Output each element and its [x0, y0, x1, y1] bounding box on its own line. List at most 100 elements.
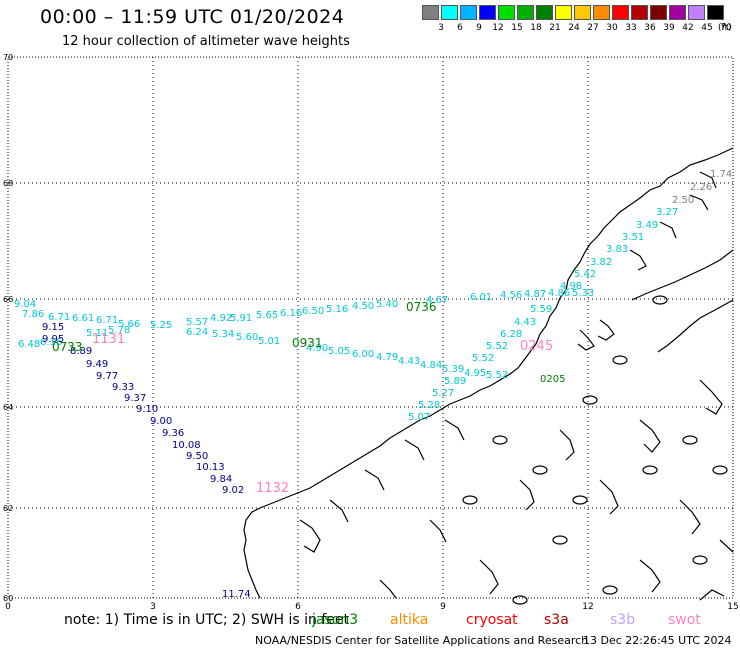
legend-swatch [669, 5, 686, 20]
upper-cyan-label: 6.01 [470, 292, 492, 303]
coast-track-label: 3.51 [622, 232, 644, 243]
upper-cyan-label: 4.87 [524, 289, 546, 300]
legend-swatch [479, 5, 496, 20]
lat-lon-grid [7, 56, 734, 599]
swot-times-label: 0245 [520, 339, 553, 354]
coastline-segment [699, 379, 723, 415]
navy-label: 9.15 [42, 322, 64, 333]
south-navy-label: 11.74 [222, 589, 251, 600]
lower-cyan-label: 5.05 [328, 346, 350, 357]
page-title: 00:00 – 11:59 UTC 01/20/2024 [40, 6, 345, 28]
legend-level-label: 18 [530, 23, 542, 33]
coastline-segment [519, 479, 535, 511]
navy-label: 9.84 [210, 474, 232, 485]
legend-level-label: 9 [476, 23, 482, 33]
legend-level-label: 24 [568, 23, 580, 33]
lower-cyan-label: 5.34 [212, 329, 234, 340]
axis-ticks: 0 3 6 9 12 15 70 68 66 64 62 60 [3, 53, 739, 612]
satellite-tracks: 9.047.86 6.71 6.61 6.71 5.66 5.25 5.57 4.925.91… [14, 169, 732, 600]
pass-time-label: 0931 [292, 336, 323, 350]
y-tick-label: 64 [3, 403, 13, 412]
satellite-label-s3b: s3b [610, 612, 636, 628]
x-tick-label: 6 [295, 602, 301, 612]
navy-label: 9.49 [86, 359, 108, 370]
x-tick-label: 15 [727, 602, 738, 612]
lower-cyan-label: 5.60 [236, 332, 258, 343]
legend-level-label: 30 [606, 23, 618, 33]
legend-level-label: 70 [720, 23, 732, 33]
legend-swatch [460, 5, 477, 20]
coastline-segment [577, 329, 595, 351]
grey-label: 2.50 [672, 195, 694, 206]
legend-swatch [555, 5, 572, 20]
navy-label: 9.10 [136, 404, 158, 415]
lower-cyan-label: 5.52 [486, 370, 508, 381]
upper-cyan-label: 4.67 [426, 295, 448, 306]
coastline-segment [659, 221, 677, 239]
navy-label: 9.77 [96, 371, 118, 382]
legend-swatch [612, 5, 629, 20]
coast-track-label: 3.49 [636, 220, 658, 231]
upper-cyan-label: 4.86 [548, 288, 570, 299]
coastline-segment [379, 579, 397, 599]
lake-outline [552, 535, 568, 545]
legend-level-label: 36 [644, 23, 656, 33]
coastline-segment [719, 539, 734, 553]
lower-cyan-label: 4.90 [306, 343, 328, 354]
coastline-segment [364, 469, 385, 491]
upper-cyan-label: 6.71 [96, 315, 118, 326]
legend-swatch [650, 5, 667, 20]
x-tick-label: 9 [440, 602, 446, 612]
satellite-label-altika: altika [390, 612, 429, 628]
lower-cyan-label: 4.95 [464, 368, 486, 379]
lower-cyan-label: 4.79 [376, 352, 398, 363]
lower-cyan-label: 5.39 [442, 364, 464, 375]
lower-cyan-label: 5.78 [108, 325, 130, 336]
satellite-label-jason3: jason3 [312, 612, 359, 628]
y-tick-label: 62 [3, 504, 13, 513]
upper-cyan-label: 6.50 [302, 306, 324, 317]
upper-cyan-label: 6.28 [500, 329, 522, 340]
navy-label: 9.37 [124, 393, 146, 404]
lake-outline [712, 465, 728, 475]
coastline-segment [299, 519, 321, 553]
coast-track-label: 3.83 [606, 244, 628, 255]
navy-label: 9.95 [42, 334, 64, 345]
satellite-label-s3a: s3a [544, 612, 569, 628]
upper-cyan-label: 5.40 [376, 299, 398, 310]
lake-outline [572, 495, 588, 505]
legend-swatch [574, 5, 591, 20]
x-tick-label: 12 [582, 602, 593, 612]
lake-outline [512, 595, 528, 605]
coast-track-label: 3.27 [656, 207, 678, 218]
grey-label: 1.74 [710, 169, 732, 180]
lower-cyan-label: 4.43 [398, 356, 420, 367]
legend-swatch [422, 5, 439, 20]
coastline-segment [404, 439, 425, 461]
navy-label: 9.36 [162, 428, 184, 439]
upper-cyan-label: 4.56 [500, 290, 522, 301]
upper-cyan-label: 4.50 [352, 301, 374, 312]
lower-cyan-label: 6.00 [352, 349, 374, 360]
upper-cyan-label: 5.28 [418, 400, 440, 411]
lower-cyan-label: 5.01 [258, 336, 280, 347]
coastline-segment [559, 429, 575, 461]
upper-cyan-label: 5.27 [432, 388, 454, 399]
coast-track-label: 4.98 [560, 281, 582, 292]
lake-outline [532, 465, 548, 475]
upper-cyan-label: 5.89 [444, 376, 466, 387]
pass-time-label: 0733 [52, 340, 83, 354]
coastline-segment [243, 147, 734, 599]
y-tick-label: 66 [3, 295, 13, 304]
coastline-segment [329, 499, 349, 523]
lower-cyan-label: 4.84 [420, 360, 442, 371]
legend-unit-label: (ft) [718, 23, 732, 33]
lower-cyan-label: 6.16 [40, 337, 62, 348]
swot-times-label: 1131 [92, 332, 125, 347]
upper-cyan-label: 6.16 [280, 308, 302, 319]
coastline [243, 147, 734, 605]
coastline-segment [479, 559, 499, 595]
lake-outline [642, 465, 658, 475]
lake-outline [652, 295, 668, 305]
navy-label: 9.02 [222, 485, 244, 496]
